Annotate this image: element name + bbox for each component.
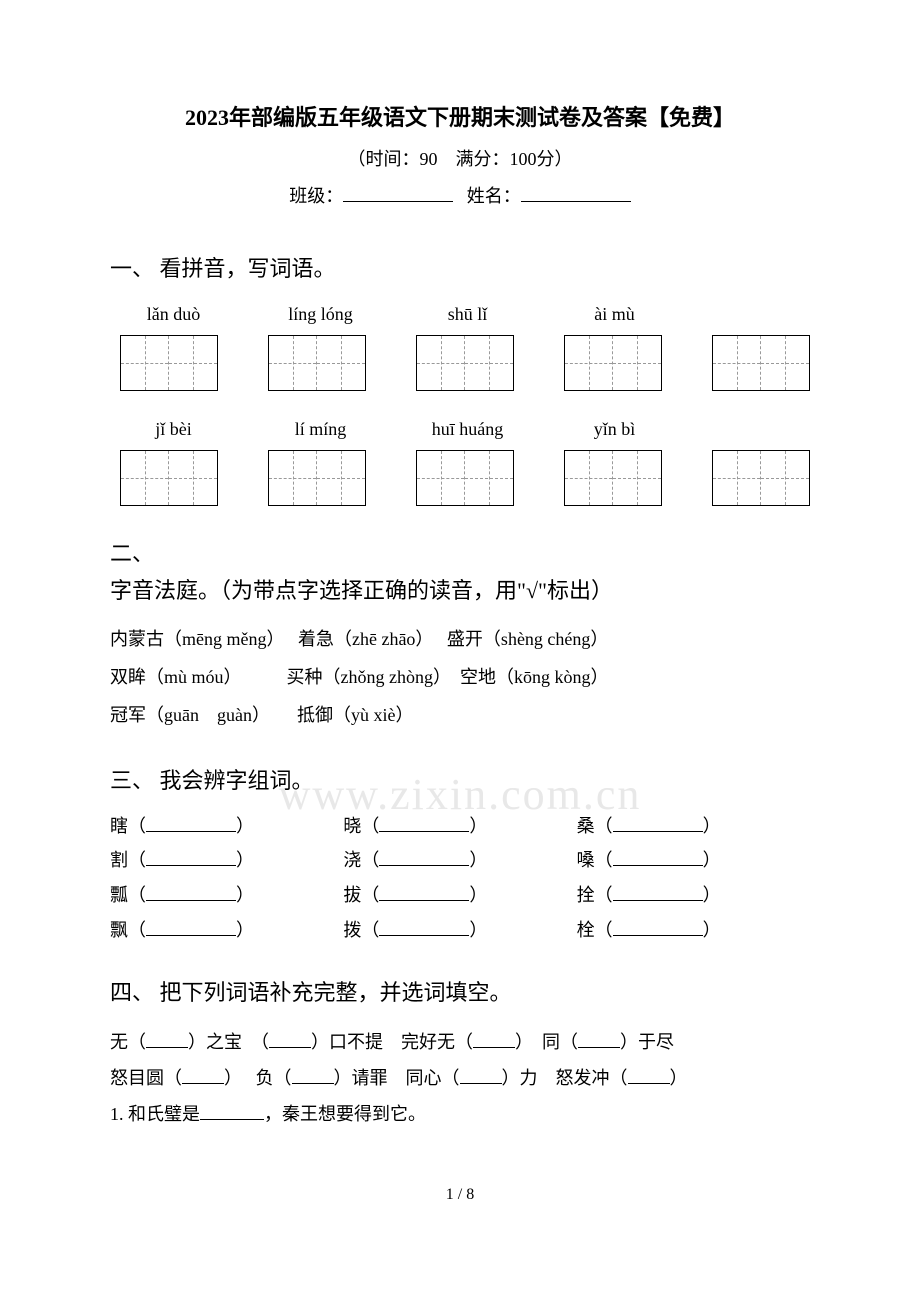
section2-line2: 双眸（mù móu） 买种（zhǒng zhòng） 空地（kōng kòng）: [110, 660, 810, 694]
section2-line3: 冠军（guān guàn） 抵御（yù xiè）: [110, 698, 810, 732]
document-subtitle: （时间：90 满分：100分）: [110, 145, 810, 174]
pinyin-label: líng lóng: [272, 300, 369, 329]
section2-heading-num: 二、: [110, 536, 810, 571]
word-char: 桑: [577, 816, 595, 836]
word-char: 拔: [343, 885, 361, 905]
fill-blank: [146, 920, 236, 936]
word-row: 飘（） 拨（） 栓（）: [110, 916, 810, 945]
text-part: ） 同（: [515, 1032, 578, 1052]
pinyin-row-2: jǐ bèi lí míng huī huáng yǐn bì: [110, 415, 810, 444]
text-part: 怒目圆（: [110, 1068, 182, 1088]
text-part: 1. 和氏璧是: [110, 1104, 200, 1124]
pinyin-row-1: lǎn duò líng lóng shū lǐ ài mù: [110, 300, 810, 329]
document-title: 2023年部编版五年级语文下册期末测试卷及答案【免费】: [110, 100, 810, 135]
char-box: [564, 450, 662, 506]
word-row: 瓢（） 拔（） 拴（）: [110, 881, 810, 910]
fill-blank: [379, 885, 469, 901]
word-char: 嗓: [577, 850, 595, 870]
fill-blank: [613, 850, 703, 866]
word-char: 栓: [577, 920, 595, 940]
section2-heading-text: 字音法庭。（为带点字选择正确的读音，用"√"标出）: [110, 573, 810, 608]
pinyin-label: shū lǐ: [419, 300, 516, 329]
text-part: ）于尽: [620, 1032, 674, 1052]
fill-blank: [146, 850, 236, 866]
pinyin-label: lǎn duò: [125, 300, 222, 329]
page-wrapper: www.zixin.com.cn 2023年部编版五年级语文下册期末测试卷及答案…: [110, 100, 810, 1208]
word-char: 瞎: [110, 816, 128, 836]
char-box: [416, 450, 514, 506]
text-part: ，秦王想要得到它。: [264, 1104, 426, 1124]
word-char: 拴: [577, 885, 595, 905]
fill-blank: [613, 816, 703, 832]
info-line: 班级： 姓名：: [110, 182, 810, 211]
boxes-row-2: [110, 450, 810, 506]
fill-blank: [379, 920, 469, 936]
char-box: [416, 335, 514, 391]
section2-line1: 内蒙古（mēng měng） 着急（zhē zhāo） 盛开（shèng ché…: [110, 622, 810, 656]
word-char: 浇: [343, 850, 361, 870]
section4-line2: 怒目圆（ ） 负（ ）请罪 同心（ ）力 怒发冲（ ）: [110, 1060, 810, 1096]
char-box: [712, 335, 810, 391]
char-box: [268, 450, 366, 506]
pinyin-label: huī huáng: [419, 415, 516, 444]
fill-blank: [182, 1068, 224, 1084]
fill-blank: [146, 816, 236, 832]
page-number: 1 / 8: [110, 1182, 810, 1208]
class-label: 班级：: [289, 186, 343, 206]
name-blank: [521, 184, 631, 202]
pinyin-label: lí míng: [272, 415, 369, 444]
fill-blank: [292, 1068, 334, 1084]
text-part: ）力 怒发冲（: [502, 1068, 628, 1088]
section1-heading: 一、 看拼音，写词语。: [110, 251, 810, 286]
class-blank: [343, 184, 453, 202]
fill-blank: [146, 1032, 188, 1048]
pinyin-label: ài mù: [566, 300, 663, 329]
pinyin-label: jǐ bèi: [125, 415, 222, 444]
fill-blank: [146, 885, 236, 901]
fill-blank: [578, 1032, 620, 1048]
boxes-row-1: [110, 335, 810, 391]
char-box: [120, 450, 218, 506]
char-box: [120, 335, 218, 391]
pinyin-label-empty: [713, 300, 810, 329]
text-part: 无（: [110, 1032, 146, 1052]
pinyin-label: yǐn bì: [566, 415, 663, 444]
fill-blank: [613, 920, 703, 936]
fill-blank: [613, 885, 703, 901]
fill-blank: [269, 1032, 311, 1048]
pinyin-label-empty: [713, 415, 810, 444]
word-char: 瓢: [110, 885, 128, 905]
name-label: 姓名：: [467, 186, 521, 206]
fill-blank: [473, 1032, 515, 1048]
fill-blank: [460, 1068, 502, 1084]
word-char: 拨: [343, 920, 361, 940]
section4-heading: 四、 把下列词语补充完整，并选词填空。: [110, 975, 810, 1010]
section4-q1: 1. 和氏璧是 ，秦王想要得到它。: [110, 1096, 810, 1132]
word-char: 割: [110, 850, 128, 870]
char-box: [268, 335, 366, 391]
section3-heading: 三、 我会辨字组词。: [110, 763, 810, 798]
section4-line1: 无（ ）之宝 （ ）口不提 完好无（ ） 同（ ）于尽: [110, 1024, 810, 1060]
fill-blank: [379, 816, 469, 832]
char-box: [564, 335, 662, 391]
fill-blank: [200, 1104, 264, 1120]
word-char: 晓: [343, 816, 361, 836]
word-char: 飘: [110, 920, 128, 940]
text-part: ）口不提 完好无（: [311, 1032, 473, 1052]
text-part: ）: [670, 1068, 688, 1088]
char-box: [712, 450, 810, 506]
fill-blank: [379, 850, 469, 866]
text-part: ） 负（: [224, 1068, 292, 1088]
word-row: 割（） 浇（） 嗓（）: [110, 846, 810, 875]
word-row: 瞎（） 晓（） 桑（）: [110, 812, 810, 841]
fill-blank: [628, 1068, 670, 1084]
text-part: ）请罪 同心（: [334, 1068, 460, 1088]
text-part: ）之宝 （: [188, 1032, 269, 1052]
